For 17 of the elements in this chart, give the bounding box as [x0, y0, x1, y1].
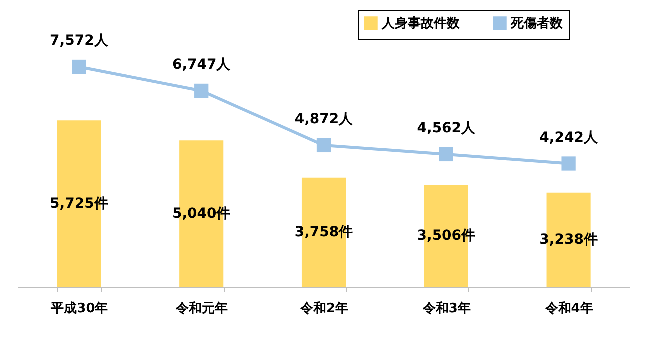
x-tick-label: 令和2年	[299, 300, 349, 316]
point	[562, 156, 576, 171]
point	[439, 147, 454, 162]
data-label: 7,572人	[50, 33, 110, 49]
x-tick-label: 令和元年	[175, 300, 228, 316]
data-label: 4,242人	[540, 130, 599, 146]
x-tick-label: 令和3年	[422, 300, 471, 316]
data-label: 4,562人	[417, 120, 477, 136]
data-label: 6,747人	[172, 56, 232, 73]
point	[316, 138, 332, 153]
legend-label: 人身事故件数	[381, 16, 461, 32]
data-label: 4,872人	[294, 111, 354, 128]
legend-label: 死傷者数	[510, 16, 564, 32]
point	[72, 60, 86, 74]
point	[194, 84, 209, 98]
x-tick-label: 平成30年	[50, 302, 108, 316]
x-tick-label: 令和4年	[544, 300, 594, 316]
